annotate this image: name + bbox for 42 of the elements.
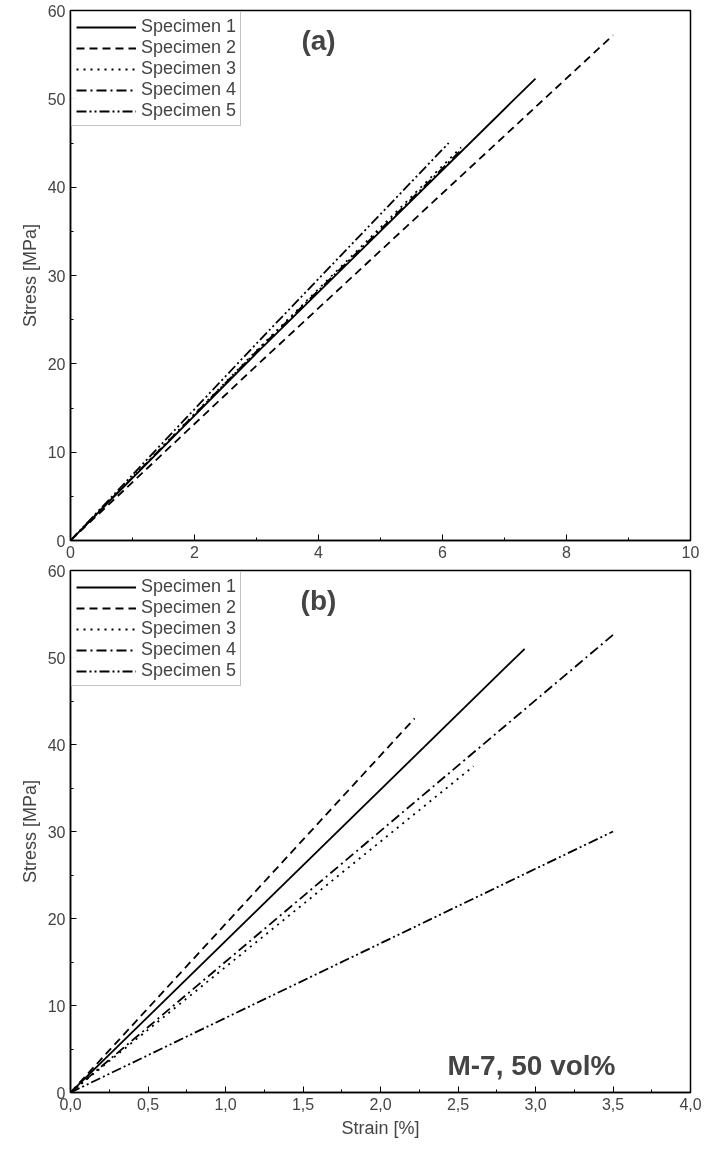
legend-label: Specimen 2 [141, 597, 237, 618]
x-tick-label: 4 [314, 543, 324, 561]
y-tick-label: 40 [47, 736, 66, 754]
y-tick-label: 50 [47, 649, 66, 667]
legend-label: Specimen 5 [141, 100, 237, 121]
x-tick-label: 1,5 [291, 1095, 315, 1113]
y-tick-label: 30 [47, 267, 66, 285]
annotation: (b) [300, 584, 337, 616]
y-tick-label: 40 [47, 179, 66, 197]
x-tick-label: 6 [438, 543, 448, 561]
legend-label: Specimen 1 [141, 16, 237, 37]
y-tick-label: 60 [47, 2, 66, 20]
legend-label: Specimen 5 [141, 660, 237, 681]
x-tick-label: 8 [562, 543, 572, 561]
legend-label: Specimen 2 [141, 37, 237, 58]
x-tick-label: 2,5 [446, 1095, 470, 1113]
y-tick-label: 20 [47, 910, 66, 928]
annotation: (a) [301, 24, 336, 56]
y-tick-label: 60 [47, 562, 66, 580]
y-tick-label: 50 [47, 90, 66, 108]
y-axis-title: Stress [MPa] [19, 223, 40, 328]
x-tick-label: 2 [190, 543, 200, 561]
x-axis-title: Strain [%] [341, 1117, 420, 1138]
x-tick-label: 3,5 [601, 1095, 625, 1113]
legend-label: Specimen 3 [141, 58, 237, 79]
x-tick-label: 1,0 [214, 1095, 237, 1113]
x-tick-label: 2,0 [369, 1095, 392, 1113]
x-tick-label: 4,0 [679, 1095, 702, 1113]
x-tick-label: 3,0 [524, 1095, 547, 1113]
y-axis-title: Stress [MPa] [19, 779, 40, 884]
legend-label: Specimen 4 [141, 79, 237, 100]
annotation: M-7, 50 vol% [447, 1049, 616, 1081]
x-tick-label: 10 [681, 543, 700, 561]
y-tick-label: 0 [56, 532, 66, 550]
y-tick-label: 30 [47, 823, 66, 841]
y-tick-label: 20 [47, 355, 66, 373]
legend-label: Specimen 3 [141, 618, 237, 639]
y-tick-label: 10 [47, 997, 66, 1015]
legend-label: Specimen 4 [141, 639, 237, 660]
y-tick-label: 10 [47, 444, 66, 462]
x-tick-label: 0,5 [136, 1095, 160, 1113]
legend-label: Specimen 1 [141, 576, 237, 597]
